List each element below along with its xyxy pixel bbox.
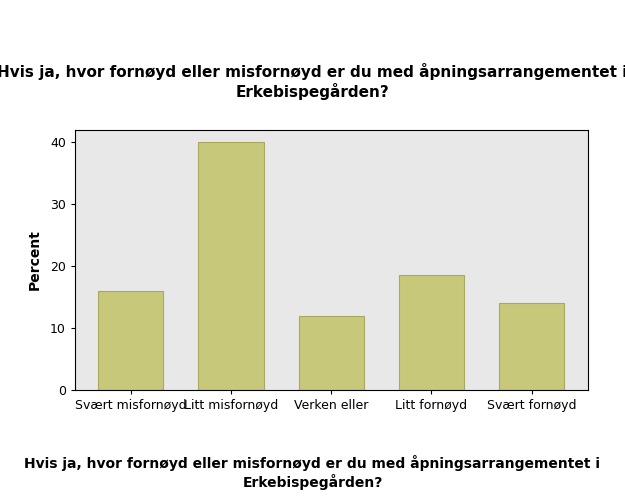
Bar (299, 316, 364, 390)
Text: Hvis ja, hvor fornøyd eller misfornøyd er du med åpningsarrangementet i
Erkebisp: Hvis ja, hvor fornøyd eller misfornøyd e… (24, 456, 601, 490)
Bar (499, 304, 564, 390)
Bar (98, 291, 163, 390)
Text: Hvis ja, hvor fornøyd eller misfornøyd er du med åpningsarrangementet i
Erkebisp: Hvis ja, hvor fornøyd eller misfornøyd e… (0, 63, 625, 100)
Bar (199, 142, 264, 390)
Bar (399, 276, 464, 390)
Y-axis label: Percent: Percent (28, 230, 42, 290)
